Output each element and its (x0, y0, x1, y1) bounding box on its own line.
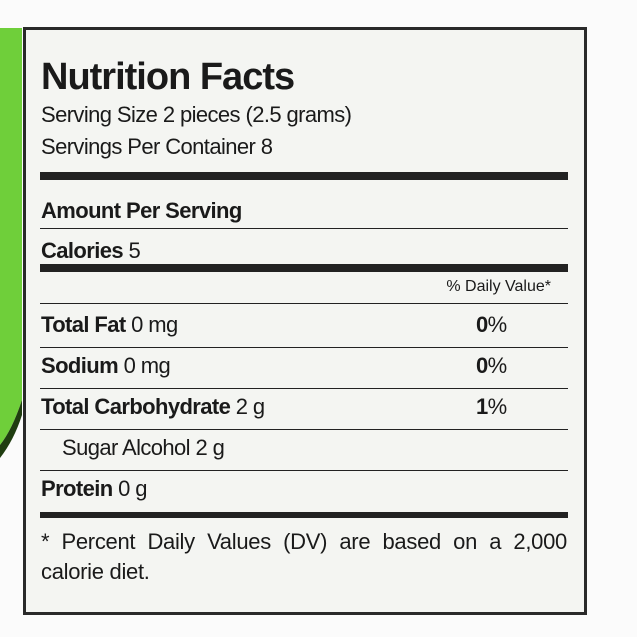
nutrient-row: Total Fat 0 mg (41, 312, 178, 338)
title: Nutrition Facts (41, 56, 295, 98)
calories-value: 5 (128, 238, 141, 263)
nutrient-amount: 0 g (118, 476, 147, 501)
nutrient-row: Total Carbohydrate 2 g (41, 394, 265, 420)
footnote: * Percent Daily Values (DV) are based on… (41, 529, 567, 584)
amount-per-serving: Amount Per Serving (41, 198, 242, 223)
nutrient-name: Protein (41, 476, 113, 501)
calories: Calories 5 (41, 238, 141, 264)
thick-rule (40, 264, 568, 272)
servings-per-container: Servings Per Container 8 (41, 134, 273, 159)
nutrient-amount: 0 mg (131, 312, 178, 337)
serving-size: Serving Size 2 pieces (2.5 grams) (41, 102, 352, 127)
nutrient-amount: 2 g (195, 435, 225, 460)
rule (40, 429, 568, 430)
rule (40, 388, 568, 389)
nutrient-amount: 2 g (235, 394, 265, 419)
daily-value: 0% (476, 312, 507, 337)
nutrient-name: Total Carbohydrate (41, 394, 231, 419)
calories-label: Calories (41, 238, 124, 263)
rule (40, 470, 568, 471)
thick-rule (40, 172, 568, 180)
daily-value: 1% (476, 394, 507, 419)
thick-rule (40, 512, 568, 518)
rule (40, 228, 568, 229)
nutrient-name: Total Fat (41, 312, 126, 337)
nutrient-name: Sugar Alcohol (62, 435, 191, 460)
rule (40, 347, 568, 348)
nutrient-row: Sodium 0 mg (41, 353, 171, 379)
nutrient-name: Sodium (41, 353, 119, 378)
daily-value-header: % Daily Value* (446, 278, 551, 295)
nutrient-amount: 0 mg (123, 353, 171, 378)
nutrition-label: Nutrition Facts Serving Size 2 pieces (2… (23, 27, 587, 615)
nutrient-row: Sugar Alcohol 2 g (62, 435, 225, 461)
nutrient-row: Protein 0 g (41, 476, 148, 502)
daily-value: 0% (476, 353, 507, 378)
rule (40, 303, 568, 304)
